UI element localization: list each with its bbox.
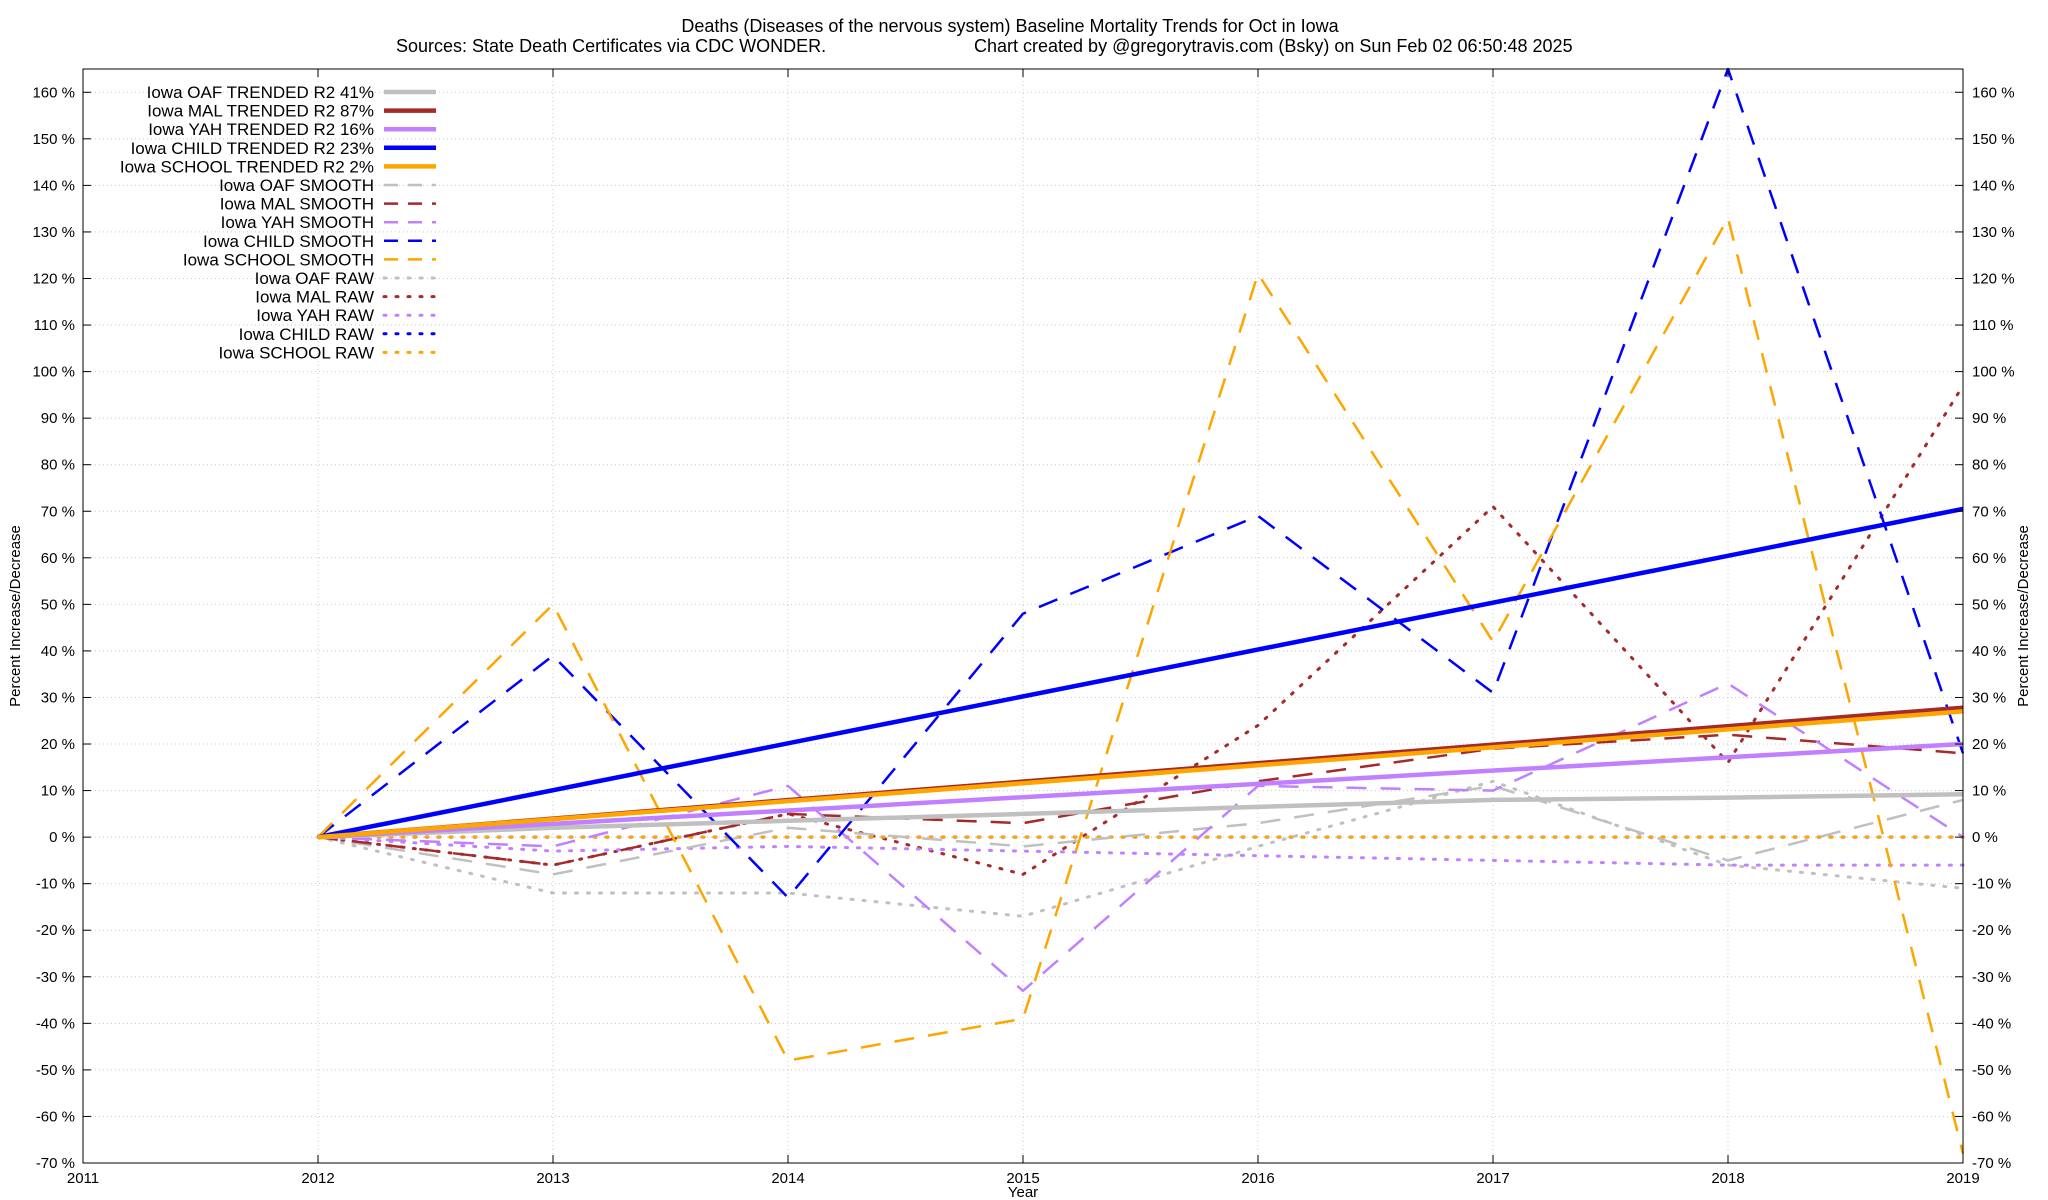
y-tick-label-right: 100 % (1972, 364, 2015, 381)
y-tick-label-right: -50 % (1972, 1062, 2011, 1079)
chart-subtitle-left: Sources: State Death Certificates via CD… (396, 36, 826, 56)
y-tick-label-right: 80 % (1972, 457, 2006, 474)
series-line-6 (317, 733, 1964, 867)
y-tick-label-left: 130 % (32, 224, 75, 241)
y-tick-label-right: 160 % (1972, 84, 2015, 101)
y-tick-label-right: 10 % (1972, 783, 2006, 800)
y-tick-label-right: 20 % (1972, 736, 2006, 753)
y-tick-label-right: 130 % (1972, 224, 2015, 241)
y-axis-label-right: Percent Increase/Decrease (2015, 525, 2032, 707)
y-tick-label-left: -40 % (36, 1015, 75, 1032)
series-line-3 (317, 506, 1964, 840)
x-axis-label: Year (1008, 1184, 1038, 1200)
series-line-12 (316, 835, 1965, 867)
legend-label-5: Iowa OAF SMOOTH (219, 176, 374, 195)
y-tick-label-left: 50 % (41, 596, 75, 613)
y-tick-label-left: 150 % (32, 131, 75, 148)
series-line-8 (317, 67, 1965, 899)
y-tick-label-right: 140 % (1972, 177, 2015, 194)
y-tick-label-right: 70 % (1972, 503, 2006, 520)
x-tick-label: 2014 (771, 1170, 804, 1187)
legend-label-6: Iowa MAL SMOOTH (220, 195, 374, 214)
x-tick-label: 2011 (67, 1170, 99, 1187)
chart-subtitle-right: Chart created by @gregorytravis.com (Bsk… (974, 36, 1573, 56)
y-tick-label-right: 50 % (1972, 596, 2006, 613)
legend: Iowa OAF TRENDED R2 41%Iowa MAL TRENDED … (120, 83, 438, 362)
y-tick-label-left: -70 % (36, 1155, 75, 1172)
y-tick-label-right: 0 % (1972, 829, 1998, 846)
y-tick-label-left: -10 % (36, 876, 75, 893)
series-line-5 (317, 784, 1964, 876)
legend-label-11: Iowa MAL RAW (255, 288, 374, 307)
series-line-4 (317, 709, 1964, 840)
series-line-0 (317, 792, 1964, 840)
y-tick-label-left: 20 % (41, 736, 75, 753)
y-tick-label-left: -60 % (36, 1108, 75, 1125)
y-tick-label-right: 40 % (1972, 643, 2006, 660)
series-line-9 (317, 216, 1965, 1155)
x-tick-label: 2017 (1476, 1170, 1509, 1187)
x-tick-label: 2016 (1241, 1170, 1274, 1187)
legend-label-10: Iowa OAF RAW (255, 269, 374, 288)
y-tick-label-left: 70 % (41, 503, 75, 520)
y-tick-label-left: 80 % (41, 457, 75, 474)
y-tick-label-left: 140 % (32, 177, 75, 194)
y-tick-label-left: 110 % (34, 317, 75, 334)
y-axis-label-left: Percent Increase/Decrease (7, 525, 24, 707)
y-tick-label-left: 0 % (49, 829, 75, 846)
y-tick-label-right: -10 % (1972, 876, 2011, 893)
y-tick-label-right: 60 % (1972, 550, 2006, 567)
x-tick-label: 2018 (1711, 1170, 1744, 1187)
y-tick-label-right: 90 % (1972, 410, 2006, 427)
chart-title: Deaths (Diseases of the nervous system) … (681, 16, 1339, 36)
legend-label-13: Iowa CHILD RAW (239, 325, 374, 344)
y-tick-label-right: 120 % (1972, 270, 2015, 287)
y-tick-label-right: -70 % (1972, 1155, 2011, 1172)
legend-label-1: Iowa MAL TRENDED R2 87% (147, 102, 374, 121)
y-tick-label-left: 60 % (41, 550, 75, 567)
plot-series (316, 67, 1965, 1155)
legend-label-7: Iowa YAH SMOOTH (221, 213, 374, 232)
x-tick-label: 2012 (301, 1170, 334, 1187)
y-tick-label-left: 40 % (41, 643, 75, 660)
y-tick-label-left: 10 % (41, 783, 75, 800)
legend-label-2: Iowa YAH TRENDED R2 16% (148, 120, 374, 139)
y-tick-label-right: 30 % (1972, 689, 2006, 706)
y-tick-label-right: 110 % (1972, 317, 2013, 334)
y-tick-label-right: -40 % (1972, 1015, 2011, 1032)
series-line-2 (317, 741, 1964, 840)
legend-label-4: Iowa SCHOOL TRENDED R2 2% (120, 157, 374, 176)
x-tick-label: 2019 (1946, 1170, 1979, 1187)
y-tick-label-right: -30 % (1972, 969, 2011, 986)
y-tick-label-left: 90 % (41, 410, 75, 427)
y-tick-label-left: -50 % (36, 1062, 75, 1079)
y-tick-label-left: 120 % (32, 270, 75, 287)
y-tick-label-right: -20 % (1972, 922, 2011, 939)
y-tick-label-left: 160 % (32, 84, 75, 101)
y-tick-label-right: -60 % (1972, 1108, 2011, 1125)
y-tick-label-left: 30 % (41, 689, 75, 706)
series-line-7 (317, 682, 1964, 993)
legend-label-8: Iowa CHILD SMOOTH (203, 232, 374, 251)
legend-label-0: Iowa OAF TRENDED R2 41% (147, 83, 374, 102)
legend-label-3: Iowa CHILD TRENDED R2 23% (131, 139, 374, 158)
y-tick-label-left: 100 % (32, 364, 75, 381)
legend-label-12: Iowa YAH RAW (256, 306, 374, 325)
y-tick-label-right: 150 % (1972, 131, 2015, 148)
axis-ticks: 2011 2012 2013 2014 2015 2016 2017 2018 2019-70 … (32, 69, 2015, 1187)
x-tick-label: 2013 (536, 1170, 569, 1187)
x-tick-label: 2015 (1006, 1170, 1039, 1187)
y-tick-label-left: -30 % (36, 969, 75, 986)
y-tick-label-left: -20 % (36, 922, 75, 939)
legend-label-9: Iowa SCHOOL SMOOTH (183, 250, 374, 269)
legend-label-14: Iowa SCHOOL RAW (218, 343, 374, 362)
